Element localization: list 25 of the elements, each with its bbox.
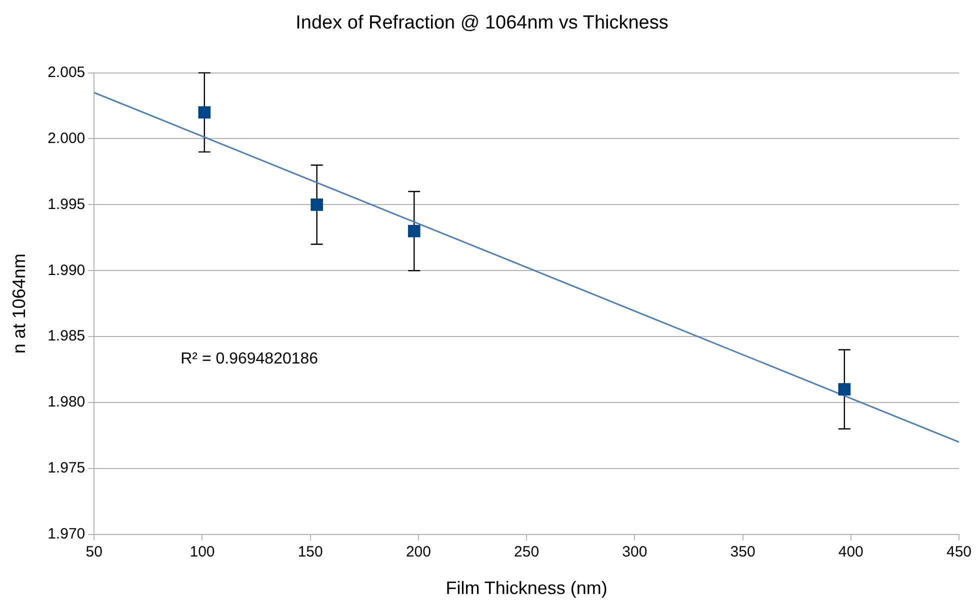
y-tick-label: 1.995 [48, 196, 86, 213]
x-tick-label: 50 [86, 544, 102, 561]
x-tick-label: 300 [622, 544, 648, 561]
point [408, 224, 420, 238]
x-tick-label: 450 [946, 544, 972, 561]
point [198, 106, 211, 119]
x-tick-label: 150 [298, 544, 323, 561]
y-tick-label: 1.975 [48, 460, 86, 477]
annotation: R² = 0.9694820186 [180, 350, 318, 368]
y-tick-label: 1.970 [48, 526, 86, 543]
x-tick-label: 250 [514, 544, 540, 561]
chart-title: Index of Refraction @ 1064nm vs Thickness [296, 12, 668, 34]
y-tick-label: 2.005 [48, 64, 86, 81]
x-tick-label: 100 [190, 544, 215, 561]
point [838, 383, 851, 396]
x-tick-label: 350 [730, 544, 756, 561]
x-tick-label: 400 [838, 544, 864, 561]
point [310, 198, 323, 211]
x-tick-label: 200 [406, 544, 431, 561]
y-axis-title: n at 1064nm [8, 254, 29, 354]
y-tick-label: 1.985 [48, 328, 86, 345]
x-axis-title: Film Thickness (nm) [446, 578, 608, 598]
y-tick-label: 1.980 [48, 394, 86, 411]
y-tick-label: 2.000 [48, 130, 86, 147]
y-tick-label: 1.990 [48, 262, 86, 279]
